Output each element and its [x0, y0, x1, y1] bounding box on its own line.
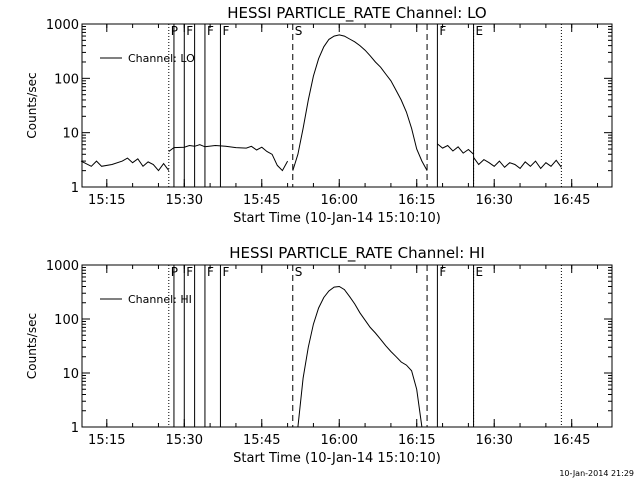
- timestamp-footer: 10-Jan-2014 21:29: [559, 469, 634, 478]
- y-tick-label: 100: [54, 313, 79, 328]
- y-tick-label: 1: [71, 421, 79, 436]
- x-tick-label: 16:45: [553, 433, 590, 448]
- legend-label: Channel: HI: [128, 293, 192, 306]
- x-tick-label: 16:30: [475, 433, 512, 448]
- chart-panel-hi: HESSI PARTICLE_RATE Channel: HI Counts/se…: [25, 244, 613, 466]
- x-tick-label: 16:00: [321, 433, 358, 448]
- x-tick-label: 16:00: [321, 193, 358, 208]
- legend-label: Channel: LO: [128, 52, 195, 65]
- x-tick-label: 15:15: [88, 433, 125, 448]
- series-line: [292, 34, 428, 171]
- event-marker-label: E: [476, 265, 484, 279]
- event-marker-label: S: [295, 265, 303, 279]
- event-marker-label: F: [222, 24, 229, 38]
- x-tick-label: 16:45: [553, 193, 590, 208]
- series-line: [473, 157, 562, 170]
- event-marker-label: F: [186, 265, 193, 279]
- y-tick-label: 10: [62, 127, 79, 142]
- series-line: [80, 157, 170, 172]
- event-marker-label: F: [222, 265, 229, 279]
- x-tick-label: 15:30: [166, 193, 203, 208]
- y-tick-label: 1000: [46, 259, 79, 274]
- x-tick-label: 15:15: [88, 193, 125, 208]
- chart-title: HESSI PARTICLE_RATE Channel: LO: [227, 4, 486, 23]
- y-tick-label: 1000: [46, 18, 79, 33]
- x-tick-label: 16:15: [398, 433, 435, 448]
- series-line: [437, 143, 474, 155]
- event-marker-label: E: [476, 24, 484, 38]
- y-axis-label: Counts/sec: [25, 72, 39, 138]
- x-tick-label: 15:45: [243, 433, 280, 448]
- x-axis-label: Start Time (10-Jan-14 15:10:10): [233, 451, 441, 466]
- series-line: [297, 285, 423, 428]
- event-marker-label: F: [439, 265, 446, 279]
- series-line: [168, 144, 289, 172]
- plot-frame: [81, 23, 613, 188]
- plot-frame: [81, 264, 613, 428]
- event-marker-label: F: [207, 265, 214, 279]
- chart-panel-lo: HESSI PARTICLE_RATE Channel: LO Counts/se…: [25, 4, 613, 226]
- x-axis-label: Start Time (10-Jan-14 15:10:10): [233, 211, 441, 226]
- y-axis-label: Counts/sec: [25, 313, 39, 379]
- event-marker-label: F: [207, 24, 214, 38]
- chart-title: HESSI PARTICLE_RATE Channel: HI: [229, 244, 485, 263]
- event-marker-label: S: [295, 24, 303, 38]
- event-marker-label: F: [439, 24, 446, 38]
- x-tick-label: 15:45: [243, 193, 280, 208]
- y-tick-label: 10: [62, 367, 79, 382]
- event-marker-label: F: [186, 24, 193, 38]
- y-tick-label: 100: [54, 72, 79, 87]
- y-tick-label: 1: [71, 181, 79, 196]
- x-tick-label: 16:30: [475, 193, 512, 208]
- x-tick-label: 16:15: [398, 193, 435, 208]
- x-tick-label: 15:30: [166, 433, 203, 448]
